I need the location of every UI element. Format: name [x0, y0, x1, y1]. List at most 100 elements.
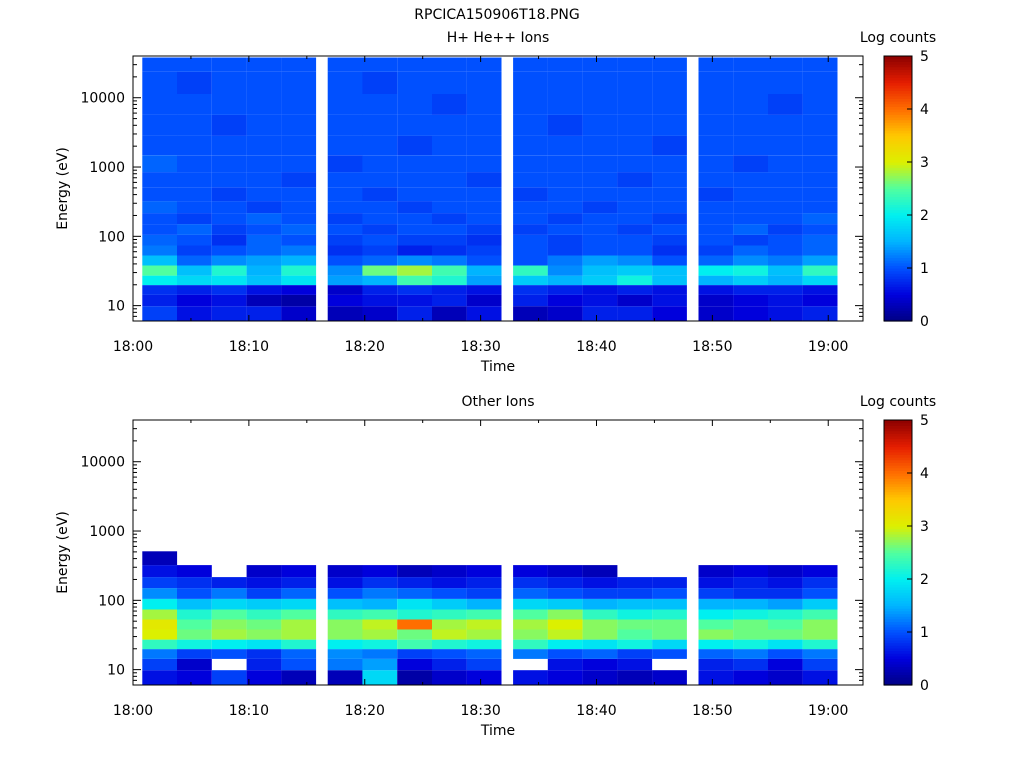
spectrogram-cell [397, 224, 432, 235]
colorbar-segment [884, 600, 912, 604]
colorbar-segment [884, 249, 912, 253]
colorbar-frame [883, 419, 913, 686]
colorbar-segment [884, 486, 912, 490]
spectrogram-cell [246, 285, 282, 295]
x-tick-label: 18:40 [576, 339, 616, 355]
colorbar-segment [884, 61, 912, 65]
spectrogram-cell [327, 629, 363, 640]
spectrogram-cell [327, 577, 363, 589]
colorbar-segment [884, 457, 912, 461]
spectrogram-cell [432, 94, 467, 115]
spectrogram-cell [211, 172, 247, 188]
spectrogram-cell [327, 639, 363, 650]
spectrogram-cell [397, 598, 432, 610]
spectrogram-cell [397, 135, 432, 156]
spectrogram-cell [142, 234, 178, 246]
spectrogram-cell [802, 213, 838, 225]
colorbar-segment [884, 69, 912, 73]
spectrogram-cell [652, 135, 687, 156]
colorbar-segment [884, 679, 912, 683]
spectrogram-cell [513, 629, 548, 640]
colorbar-segment [884, 302, 912, 306]
spectrogram-cell [246, 658, 282, 671]
spectrogram-cell [698, 135, 734, 156]
spectrogram-cell [177, 565, 212, 578]
colorbar-segment [884, 555, 912, 559]
spectrogram-cell [142, 57, 178, 72]
colorbar-segment [884, 66, 912, 70]
colorbar-segment [884, 441, 912, 445]
colorbar-segment [884, 77, 912, 81]
colorbar-segment [884, 661, 912, 665]
spectrogram-cell [397, 172, 432, 188]
spectrogram-cell [698, 234, 734, 246]
colorbar-segment [884, 254, 912, 258]
colorbar-segment [884, 148, 912, 152]
colorbar-segment [884, 449, 912, 453]
spectrogram-cell [142, 551, 178, 566]
spectrogram-cell [466, 71, 502, 94]
spectrogram-cell [513, 155, 548, 173]
colorbar-segment [884, 557, 912, 562]
spectrogram-cell [142, 135, 178, 156]
spectrogram-cell [513, 294, 548, 307]
spectrogram-cell [733, 565, 768, 578]
spectrogram-cell [142, 94, 178, 115]
spectrogram-cell [698, 71, 734, 94]
colorbar-segment [884, 156, 912, 160]
spectrogram-cell [362, 639, 398, 650]
spectrogram-cell [802, 609, 838, 620]
spectrogram-cell [466, 629, 502, 640]
colorbar-tick-label: 0 [920, 314, 929, 330]
colorbar-segment [884, 98, 912, 102]
spectrogram-cell [466, 255, 502, 266]
spectrogram-cell [652, 598, 687, 610]
spectrogram-cell [617, 234, 653, 246]
spectrogram-cell [733, 224, 768, 235]
spectrogram-cell [547, 71, 583, 94]
spectrogram-cell [652, 577, 687, 589]
colorbar-segment [884, 571, 912, 575]
spectrogram-cell [513, 609, 548, 620]
spectrogram-cell [142, 565, 178, 578]
spectrogram-cell [582, 71, 618, 94]
spectrogram-cell [362, 619, 398, 630]
colorbar-segment [884, 236, 912, 240]
spectrogram-cell [327, 598, 363, 610]
spectrogram-cell [582, 135, 618, 156]
colorbar-segment [884, 315, 912, 319]
spectrogram-cell [698, 187, 734, 202]
spectrogram-cell [698, 609, 734, 620]
spectrogram-cell [246, 135, 282, 156]
spectrogram-cell [582, 294, 618, 307]
spectrogram-cell [327, 224, 363, 235]
spectrogram-cell [211, 588, 247, 599]
spectrogram-cell [466, 172, 502, 188]
spectrogram-cell [362, 245, 398, 256]
spectrogram-cell [281, 155, 317, 173]
spectrogram-cell [281, 234, 317, 246]
spectrogram-cell [547, 201, 583, 214]
spectrogram-cell [698, 57, 734, 72]
spectrogram-cell [177, 57, 212, 72]
spectrogram-cell [246, 306, 282, 321]
spectrogram-cell [362, 609, 398, 620]
spectrogram-cell [142, 306, 178, 321]
spectrogram-cell [617, 649, 653, 659]
colorbar-segment [884, 79, 912, 84]
spectrogram-cell [466, 609, 502, 620]
spectrogram-cell [211, 224, 247, 235]
spectrogram-cell [768, 114, 803, 136]
spectrogram-cell [432, 275, 467, 286]
spectrogram-cell [211, 114, 247, 136]
spectrogram-cell [281, 649, 317, 659]
spectrogram-cell [802, 275, 838, 286]
spectrogram-cell [432, 649, 467, 659]
colorbar-segment [884, 642, 912, 646]
colorbar-segment [884, 90, 912, 94]
colorbar-tick-label: 0 [920, 678, 929, 694]
spectrogram-cell [211, 245, 247, 256]
colorbar-segment [884, 510, 912, 514]
x-tick-label: 18:50 [692, 703, 732, 719]
colorbar-segment [884, 541, 912, 546]
